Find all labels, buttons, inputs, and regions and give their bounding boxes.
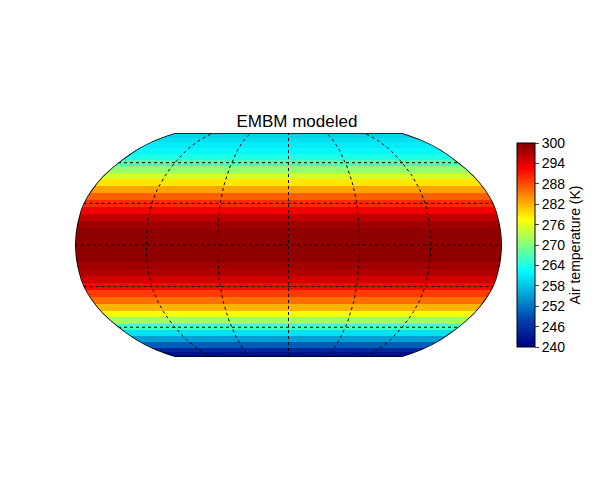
svg-text:246: 246 [542,319,566,335]
svg-text:EMBM modeled: EMBM modeled [236,112,357,131]
svg-text:252: 252 [542,298,566,314]
svg-text:240: 240 [542,339,566,355]
svg-text:264: 264 [542,257,566,273]
svg-text:300: 300 [542,135,566,151]
svg-text:294: 294 [542,155,566,171]
svg-text:Air temperature (K): Air temperature (K) [567,185,583,304]
svg-text:276: 276 [542,217,566,233]
svg-text:270: 270 [542,237,566,253]
svg-text:288: 288 [542,176,566,192]
svg-text:258: 258 [542,278,566,294]
svg-text:282: 282 [542,196,566,212]
